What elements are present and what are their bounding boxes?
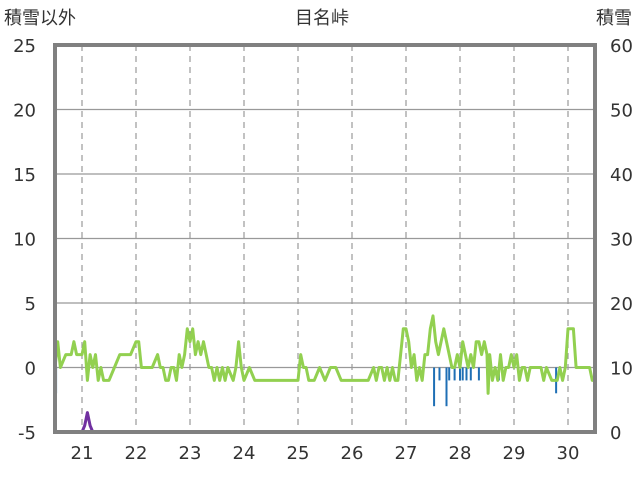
x-tick-label: 28 <box>449 443 472 464</box>
x-tick-label: 26 <box>341 443 364 464</box>
precip-bar <box>453 367 456 381</box>
temp-line <box>53 314 595 395</box>
x-tick-label: 22 <box>125 443 148 464</box>
x-tick-label: 27 <box>395 443 418 464</box>
plot-border <box>53 43 597 434</box>
y-right-tick-label: 10 <box>610 359 633 380</box>
x-tick-label: 21 <box>71 443 94 464</box>
x-tick-label: 30 <box>557 443 580 464</box>
y-left-tick-label: 25 <box>13 36 36 57</box>
precip-bar <box>459 367 461 381</box>
y-left-tick-label: 0 <box>25 359 36 380</box>
y-right-tick-label: 20 <box>610 294 633 315</box>
precip-bar <box>465 367 468 381</box>
y-right-axis-label: 積雪 <box>596 8 632 29</box>
precip-bar <box>477 367 480 381</box>
precip-bar <box>461 367 464 381</box>
y-right-tick-label: 0 <box>610 423 621 444</box>
x-tick-label: 23 <box>179 443 202 464</box>
chart-title: 目名峠 <box>295 8 349 29</box>
precip-bar <box>433 367 436 407</box>
y-right-tick-label: 40 <box>610 165 633 186</box>
x-tick-label: 24 <box>233 443 256 464</box>
y-left-tick-label: 10 <box>13 230 36 251</box>
y-left-tick-label: 20 <box>13 101 36 122</box>
y-left-tick-label: -5 <box>18 423 36 444</box>
y-left-axis-label: 積雪以外 <box>4 8 76 29</box>
y-right-tick-label: 30 <box>610 230 633 251</box>
y-left-tick-label: 5 <box>25 294 36 315</box>
y-right-tick-label: 50 <box>610 101 633 122</box>
y-left-tick-label: 15 <box>13 165 36 186</box>
plot-frame <box>53 43 597 434</box>
precip-bar <box>469 367 472 381</box>
y-right-tick-label: 60 <box>610 36 633 57</box>
grid <box>55 45 595 432</box>
precip-bar <box>445 367 448 407</box>
precip-bar <box>438 367 441 381</box>
precip-bar <box>448 367 451 381</box>
x-tick-label: 29 <box>503 443 526 464</box>
x-tick-label: 25 <box>287 443 310 464</box>
